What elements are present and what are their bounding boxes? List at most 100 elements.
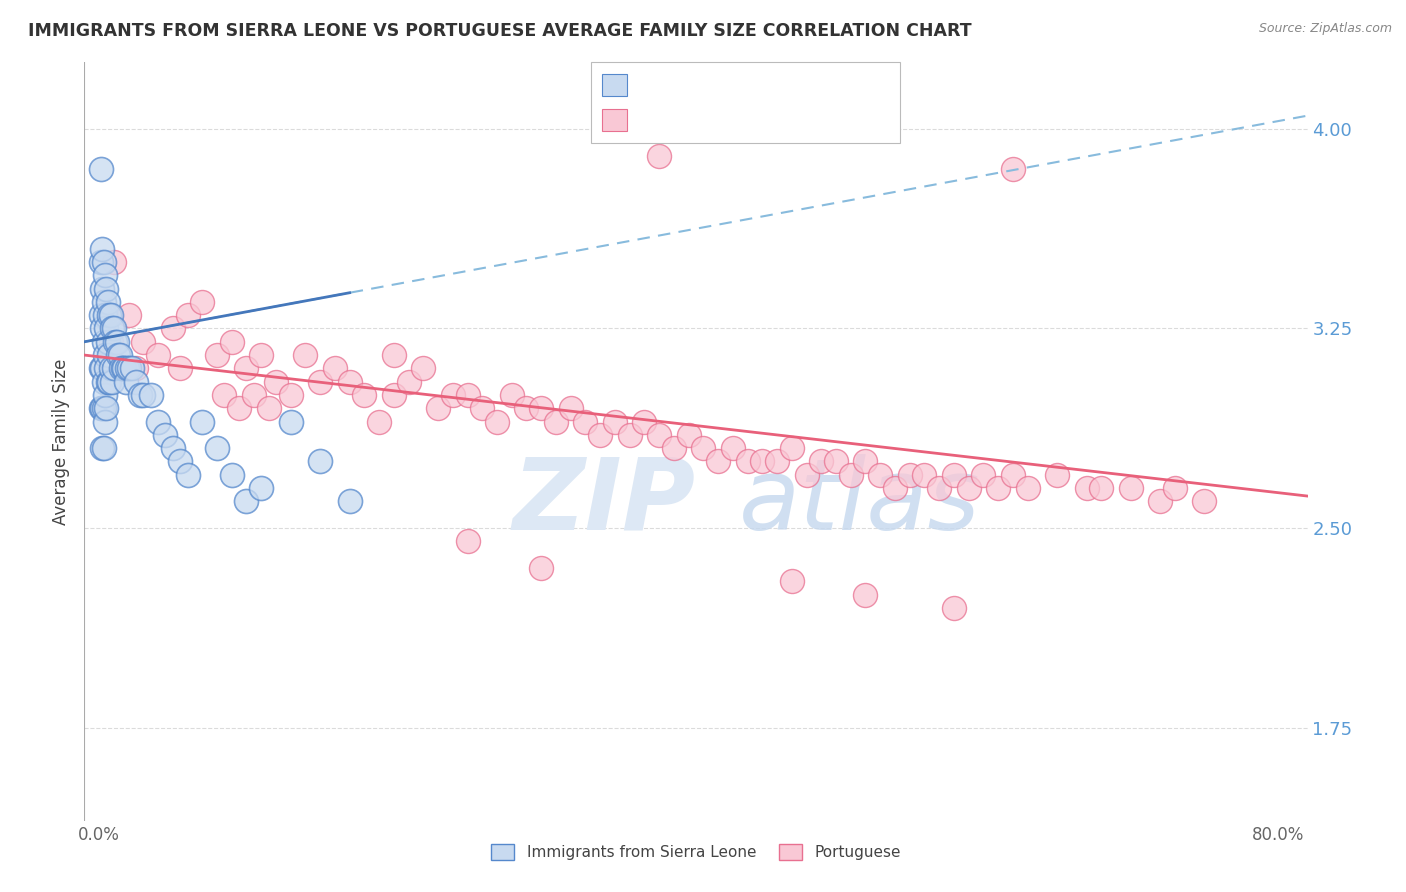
Point [751,454,773,468]
Point [94,308,117,322]
Point [146,348,169,362]
Point [101,375,124,389]
Point [810,454,832,468]
Point [191,294,214,309]
Point [205,441,228,455]
Point [1076,481,1098,495]
Point [619,428,641,442]
Point [98,375,121,389]
Point [368,415,391,429]
Point [110,361,132,376]
Point [107,348,129,362]
Point [98,308,121,322]
Point [91,242,114,256]
Point [1164,481,1187,495]
Point [91,361,114,376]
Point [108,348,131,362]
Point [100,308,122,322]
Point [129,388,152,402]
Point [91,441,114,455]
Point [132,388,155,402]
Point [1017,481,1039,495]
Point [90,161,112,176]
Point [93,334,115,349]
Point [101,321,124,335]
Point [91,401,114,416]
Point [928,481,950,495]
Point [530,561,553,575]
Point [117,361,139,376]
Point [257,401,280,416]
Point [94,415,117,429]
Point [250,348,273,362]
Point [162,441,184,455]
Point [228,401,250,416]
Point [737,454,759,468]
Point [912,467,935,482]
Point [105,334,128,349]
Point [471,401,494,416]
Point [169,454,191,468]
Point [780,441,803,455]
Point [162,321,184,335]
Point [117,308,139,322]
Point [221,467,243,482]
Point [115,361,138,376]
Point [93,294,115,309]
Point [339,375,361,389]
Point [648,428,671,442]
Point [169,361,191,376]
Point [398,375,420,389]
Text: ZIP: ZIP [513,454,696,550]
Point [382,348,405,362]
Point [1001,161,1024,176]
Point [1194,494,1216,508]
Point [221,334,243,349]
Point [93,255,115,269]
Point [780,574,803,589]
Point [692,441,714,455]
Text: atlas: atlas [738,454,980,550]
Text: IMMIGRANTS FROM SIERRA LEONE VS PORTUGUESE AVERAGE FAMILY SIZE CORRELATION CHART: IMMIGRANTS FROM SIERRA LEONE VS PORTUGUE… [28,22,972,40]
Point [90,401,112,416]
Point [1119,481,1142,495]
Point [1001,467,1024,482]
Point [544,415,567,429]
Point [214,388,236,402]
Point [103,361,125,376]
Point [412,361,434,376]
Text: Source: ZipAtlas.com: Source: ZipAtlas.com [1258,22,1392,36]
Point [972,467,994,482]
Point [589,428,612,442]
Point [427,401,450,416]
Point [96,401,118,416]
Point [485,415,508,429]
Legend: Immigrants from Sierra Leone, Portuguese: Immigrants from Sierra Leone, Portuguese [485,838,907,866]
Point [530,401,553,416]
Point [280,388,302,402]
Point [309,375,332,389]
Point [132,334,155,349]
Point [825,454,848,468]
Point [97,334,120,349]
Point [515,401,537,416]
Point [94,268,117,283]
Point [648,148,671,162]
Point [457,388,479,402]
Point [898,467,921,482]
Point [707,454,730,468]
Point [339,494,361,508]
Point [250,481,273,495]
Point [987,481,1010,495]
Point [94,388,117,402]
Point [603,415,626,429]
Point [309,454,332,468]
Point [884,481,907,495]
Point [191,415,214,429]
Point [839,467,862,482]
Point [111,361,134,376]
Point [146,415,169,429]
Point [1046,467,1069,482]
Point [97,375,120,389]
Point [574,415,596,429]
